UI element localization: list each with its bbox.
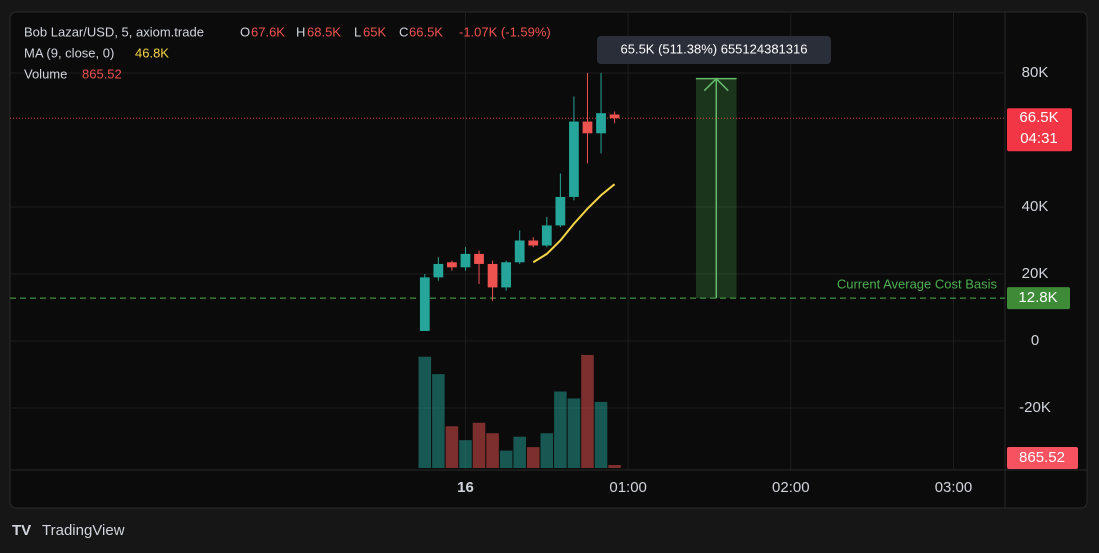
countdown: 04:31 — [1020, 130, 1058, 147]
candle-body — [419, 277, 430, 331]
x-tick-label: 16 — [457, 479, 474, 496]
x-tick-label: 02:00 — [772, 479, 810, 496]
volume-bar — [486, 433, 499, 468]
change: -1.07K (-1.59%) — [459, 24, 551, 39]
cost-label: 12.8K — [1018, 289, 1057, 306]
y-tick-label: 40K — [1022, 198, 1049, 215]
candle-body — [528, 240, 539, 246]
candle-body — [474, 253, 484, 264]
candle-body — [501, 262, 512, 288]
l-label: L — [354, 24, 361, 39]
volume-bar — [554, 391, 567, 468]
cost-basis-text: Current Average Cost Basis — [837, 277, 998, 292]
candle-body — [596, 113, 606, 134]
volume-bar — [459, 440, 472, 468]
volume-value: 865.52 — [82, 66, 122, 81]
volume-bar — [526, 447, 540, 468]
price-label-bg — [1007, 108, 1072, 152]
measure-arrowhead — [703, 77, 729, 92]
price-label: 66.5K — [1019, 109, 1058, 126]
h-value: 68.5K — [307, 24, 341, 39]
candle-body — [555, 196, 566, 226]
y-tick-label: 20K — [1022, 265, 1049, 282]
chart-panel — [9, 11, 1088, 509]
volume-bar — [608, 464, 621, 468]
volume-label: Volume — [24, 66, 67, 81]
volume-bar — [445, 426, 459, 468]
volume-bar — [472, 422, 486, 468]
ma-line — [532, 183, 616, 264]
l-value: 65K — [363, 24, 386, 39]
c-value: 66.5K — [409, 24, 443, 39]
candle-body — [460, 253, 471, 268]
c-label: C — [399, 24, 408, 39]
volume-label-bg — [1007, 447, 1078, 469]
x-tick-label: 01:00 — [609, 479, 647, 496]
candle-body — [609, 114, 620, 119]
volume-label: 865.52 — [1019, 449, 1065, 466]
candle-body — [582, 121, 593, 134]
y-tick-label: 80K — [1022, 64, 1049, 81]
symbol: Bob Lazar/USD, 5, axiom.trade — [24, 24, 204, 39]
volume-bar — [513, 436, 526, 468]
candle-body — [487, 263, 498, 288]
ma-value: 46.8K — [135, 45, 169, 60]
ma-label: MA (9, close, 0) — [24, 45, 114, 60]
volume-bar — [581, 355, 594, 468]
logo: TV — [12, 522, 31, 539]
volume-bar — [418, 356, 432, 468]
volume-bar — [432, 374, 445, 468]
volume-bar — [594, 401, 608, 468]
candle-body — [447, 262, 457, 268]
candle-body — [569, 121, 579, 197]
o-value: 67.6K — [251, 24, 285, 39]
volume-bar — [499, 450, 513, 468]
y-tick-label: -20K — [1019, 399, 1051, 416]
brand: TV TradingView — [12, 522, 125, 539]
x-tick-label: 03:00 — [935, 479, 973, 496]
h-label: H — [296, 24, 305, 39]
volume-bar — [567, 398, 581, 468]
y-tick-label: 0 — [1031, 332, 1039, 349]
legend: Bob Lazar/USD, 5, axiom.trade O 67.6K H … — [24, 24, 551, 81]
volume-bar — [540, 433, 554, 468]
tooltip-bg — [597, 36, 831, 64]
candle-body — [433, 263, 444, 278]
cost-label-bg — [1007, 287, 1070, 310]
o-label: O — [240, 24, 250, 39]
candle-body — [541, 225, 552, 246]
candle-body — [514, 240, 525, 263]
brand-name: TradingView — [42, 522, 125, 539]
tooltip: 65.5K (511.38%) 655124381316 — [621, 41, 808, 56]
